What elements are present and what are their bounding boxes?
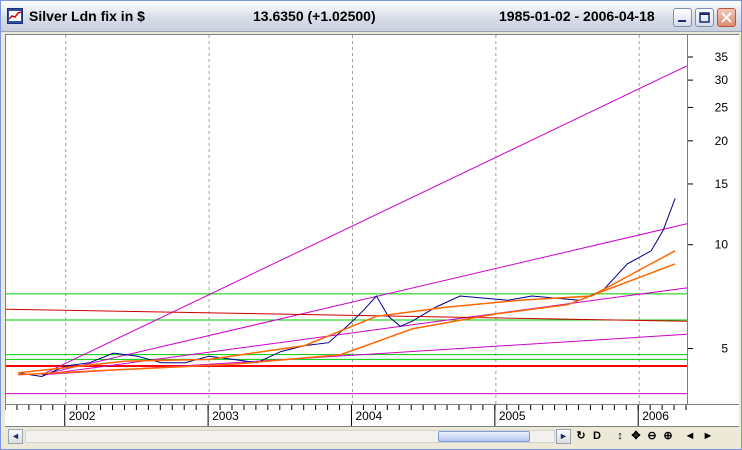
date-axis-labels: 2002 2003 2004 2005 2006: [4, 405, 687, 426]
trend-line: [41, 287, 688, 376]
trend-line: [5, 308, 688, 322]
price-tick-label: 35: [715, 50, 729, 64]
title-bar[interactable]: Silver Ldn fix in $ 13.6350 (+1.02500) 1…: [1, 1, 741, 32]
price-chart[interactable]: [5, 34, 688, 405]
close-button[interactable]: [717, 8, 736, 27]
date-tick-label: 2006: [642, 409, 669, 423]
close-icon: [721, 12, 732, 23]
price-tick-label: 20: [715, 134, 729, 148]
scrollbar-thumb[interactable]: [438, 431, 530, 442]
price-axis-labels: 35 30 25 20 15 10 5: [688, 50, 729, 356]
date-tick-label: 2004: [355, 409, 382, 423]
move-icon: ✥: [631, 430, 641, 442]
move-button[interactable]: ✥: [629, 429, 643, 444]
refresh-icon: ↻: [576, 430, 586, 442]
price-tick-label: 30: [715, 73, 729, 87]
moving-average-line: [17, 263, 676, 376]
zoom-in-button[interactable]: ⊕: [661, 429, 675, 444]
previous-icon: ◄: [684, 430, 696, 442]
minimize-button[interactable]: [673, 8, 692, 27]
trend-line: [41, 65, 688, 376]
price-tick-label: 5: [721, 342, 728, 356]
date-axis[interactable]: 2002 2003 2004 2005 2006: [4, 405, 739, 427]
trend-line: [41, 223, 688, 376]
price-tick-label: 10: [715, 238, 729, 252]
scrollbar-track[interactable]: [25, 430, 555, 443]
previous-button[interactable]: ◄: [683, 429, 697, 444]
next-icon: ►: [702, 430, 714, 442]
next-button[interactable]: ►: [701, 429, 715, 444]
chart-app-icon: [7, 8, 23, 24]
zoom-in-icon: ⊕: [663, 430, 673, 442]
periodicity-button[interactable]: D: [590, 429, 604, 444]
scroll-left-button[interactable]: ◄: [8, 429, 23, 444]
price-tick-label: 25: [715, 100, 729, 114]
scroll-right-button[interactable]: ►: [556, 429, 571, 444]
minimize-icon: [678, 20, 686, 22]
date-range-title: 1985-01-02 - 2006-04-18: [499, 8, 655, 24]
daily-label: D: [593, 430, 601, 442]
arrow-right-icon: ►: [559, 431, 568, 441]
arrow-left-icon: ◄: [11, 431, 20, 441]
price-series-line: [17, 198, 676, 378]
price-title: 13.6350 (+1.02500): [253, 8, 376, 24]
moving-average-line: [17, 250, 676, 374]
updown-icon: ↕: [617, 430, 623, 442]
refresh-button[interactable]: ↻: [574, 429, 588, 444]
price-tick-label: 15: [715, 177, 729, 191]
date-tick-label: 2003: [212, 409, 239, 423]
bottom-toolbar: ◄ ► ↻ D ↕ ✥ ⊖ ⊕ ◄ ►: [5, 427, 739, 447]
price-axis[interactable]: 35 30 25 20 15 10 5: [688, 34, 739, 405]
date-tick-label: 2002: [69, 409, 96, 423]
zoom-out-button[interactable]: ⊖: [645, 429, 659, 444]
chart-plot: [5, 35, 688, 404]
updown-button[interactable]: ↕: [613, 429, 627, 444]
maximize-icon: [699, 12, 710, 23]
symbol-title: Silver Ldn fix in $: [29, 8, 145, 24]
date-tick-label: 2005: [499, 409, 526, 423]
zoom-out-icon: ⊖: [647, 430, 657, 442]
maximize-button[interactable]: [695, 8, 714, 27]
